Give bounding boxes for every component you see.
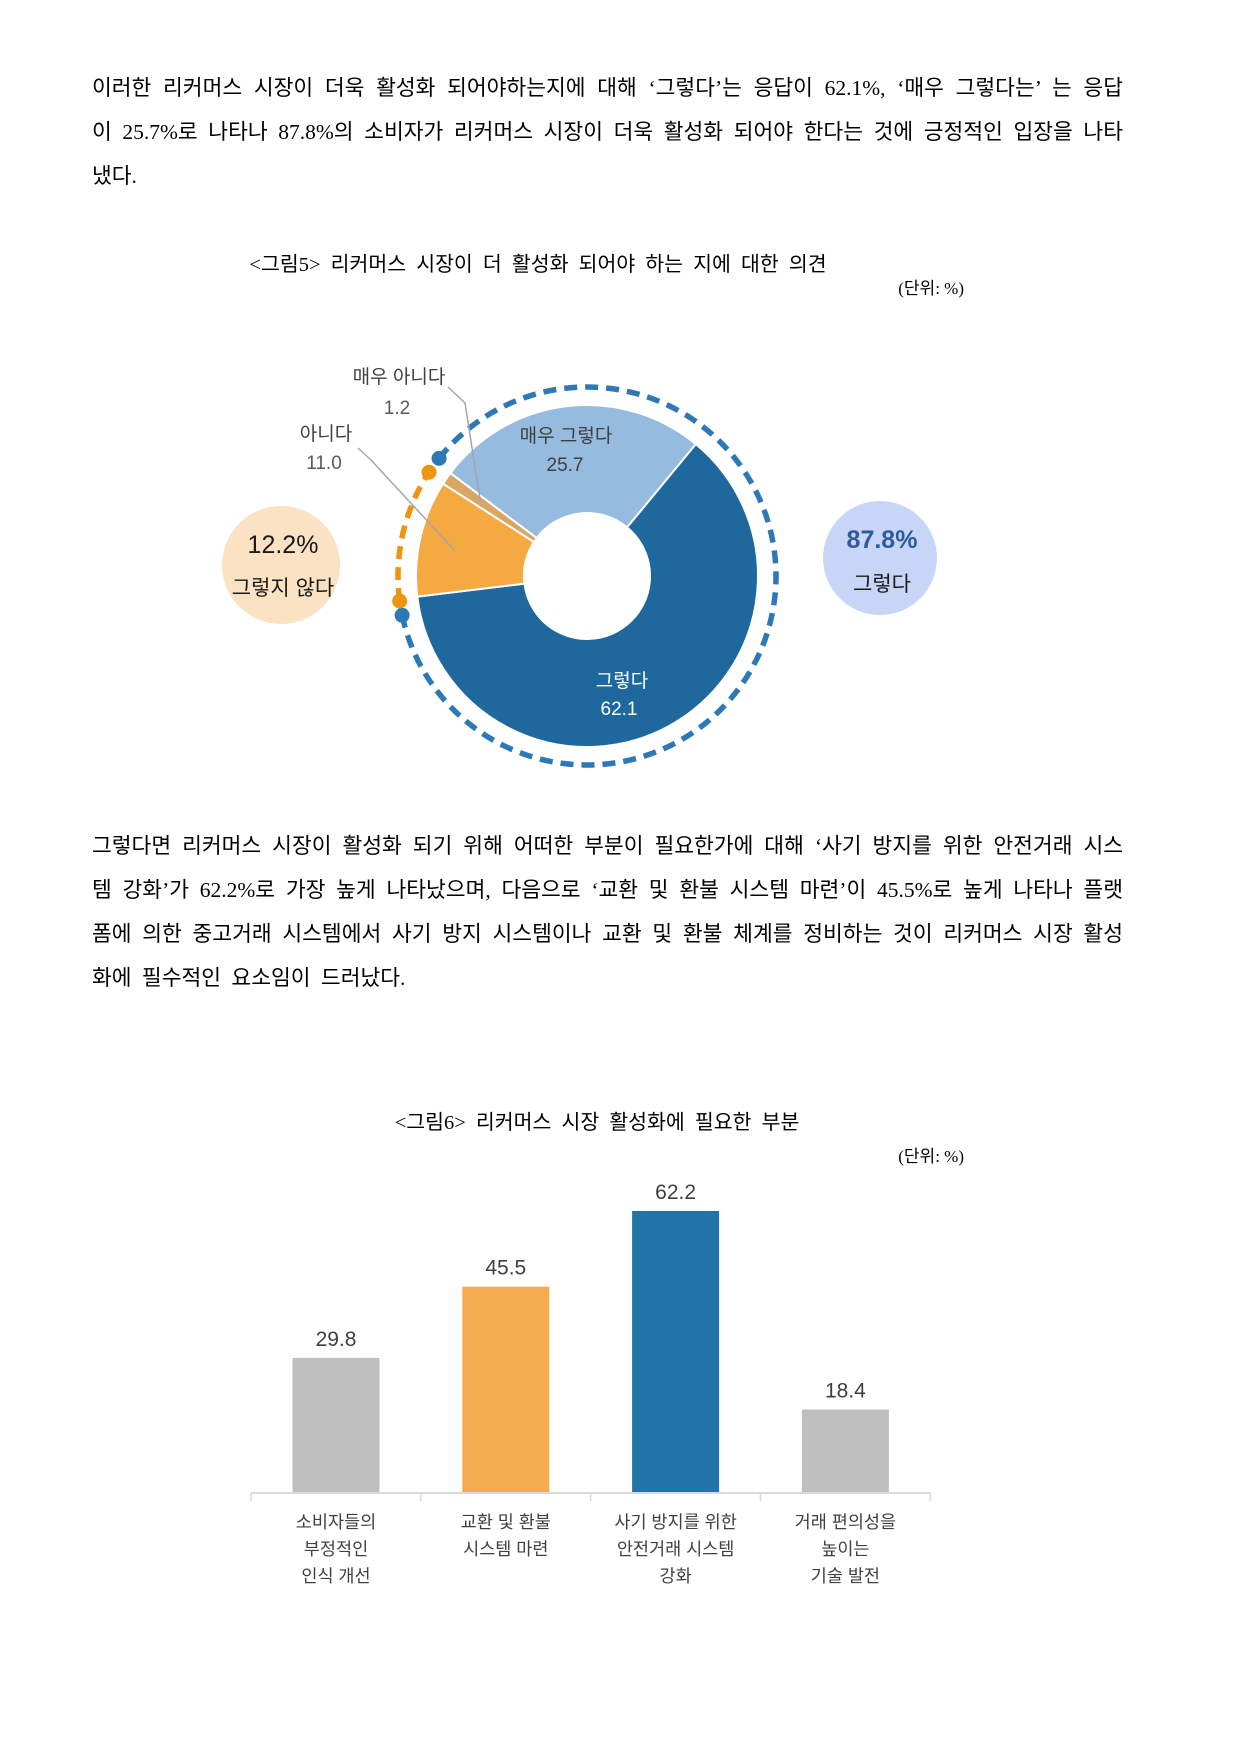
slice-label: 그렇다 xyxy=(596,670,648,692)
leader-line xyxy=(447,386,482,506)
bar-교환 및 환불 시스템 마련 xyxy=(462,1286,550,1493)
category-label: 교환 및 환불 시스템 마련 xyxy=(461,1512,551,1559)
callout-bubble xyxy=(222,506,340,624)
callout-negative: 12.2% 그렇지 않다 xyxy=(222,506,340,624)
bar-value-label: 62.2 xyxy=(655,1181,696,1204)
callout-percent: 12.2% xyxy=(248,531,319,559)
figure6-bar-chart: 29.8 45.5 62.2 18.4 소비자들의 부정적인 인식 개선 교환 및 환불 시스템… xyxy=(250,1181,932,1586)
slice-label: 매우 아니다 xyxy=(353,366,446,388)
slice-value: 62.1 xyxy=(601,699,638,720)
group-arc-negative xyxy=(395,470,432,602)
arc-endpoint-dot xyxy=(392,593,408,609)
bar-소비자들의 부정적인 인식 개선 xyxy=(292,1357,380,1493)
slice-label: 아니다 xyxy=(300,423,352,445)
figure6-unit-label: (단위: %) xyxy=(898,1147,964,1166)
bar-value-label: 18.4 xyxy=(825,1380,866,1403)
arc-endpoint-dot xyxy=(421,464,437,480)
slice-value: 25.7 xyxy=(547,455,584,476)
group-arc-positive xyxy=(399,384,779,768)
figure5-donut-chart: 매우 그렇다 25.7 그렇다 62.1 아니다 11.0 매우 아니다 1.2 12.2% 그렇… xyxy=(222,366,937,768)
callout-bubble xyxy=(823,501,937,615)
pie-slice-매우 아니다 xyxy=(442,472,538,543)
callout-label: 그렇지 않다 xyxy=(232,577,334,600)
slice-value: 1.2 xyxy=(384,398,410,419)
figure5-title: <그림5> 리커머스 시장이 더 활성화 되어야 하는 지에 대한 의견 xyxy=(249,254,827,276)
paragraph-1: 이러한 리커머스 시장이 더욱 활성화 되어야하는지에 대해 ‘그렇다’는 응답… xyxy=(92,76,1123,188)
bar-value-label: 45.5 xyxy=(485,1257,526,1280)
figure6-title: <그림6> 리커머스 시장 활성화에 필요한 부분 xyxy=(394,1112,800,1134)
arc-endpoint-dot xyxy=(431,450,447,466)
pie-slice-그렇다 xyxy=(416,443,760,748)
bar-사기 방지를 위한 안전거래 시스템 강화 xyxy=(632,1210,720,1493)
callout-percent: 87.8% xyxy=(847,526,918,554)
bar-거래 편의성을 높이는 기술 발전 xyxy=(801,1409,889,1493)
slice-value: 11.0 xyxy=(306,453,342,474)
callout-label: 그렇다 xyxy=(853,573,911,596)
category-label: 소비자들의 부정적인 인식 개선 xyxy=(296,1512,377,1586)
paragraph-2: 그렇다면 리커머스 시장이 활성화 되기 위해 어떠한 부분이 필요한가에 대해… xyxy=(92,834,1123,990)
leader-line xyxy=(357,447,456,552)
figure5-unit-label: (단위: %) xyxy=(898,279,964,298)
bar-value-label: 29.8 xyxy=(316,1328,357,1351)
callout-positive: 87.8% 그렇다 xyxy=(823,501,937,615)
arc-endpoint-dot xyxy=(394,607,410,623)
pie-slice-매우 그렇다 xyxy=(449,404,697,540)
slice-label: 매우 그렇다 xyxy=(520,425,613,447)
category-label: 거래 편의성을 높이는 기술 발전 xyxy=(795,1512,896,1586)
category-label: 사기 방지를 위한 안전거래 시스템 강화 xyxy=(614,1512,736,1586)
